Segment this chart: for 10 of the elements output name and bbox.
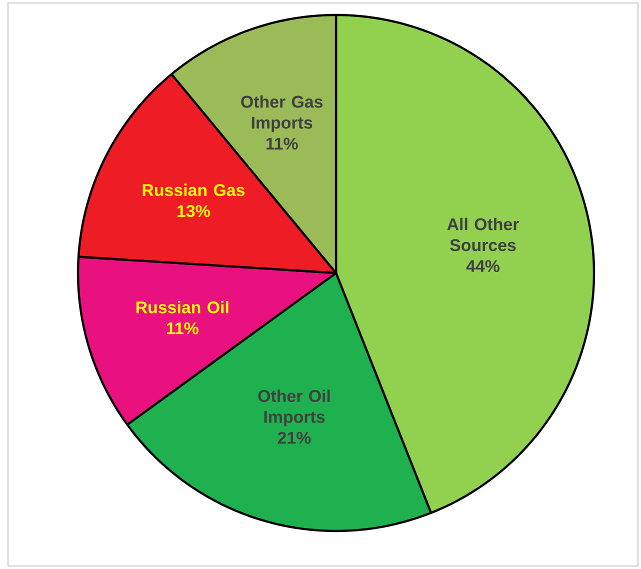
slice-label: Other Gas Imports bbox=[241, 95, 323, 132]
data-label: 11% bbox=[266, 138, 298, 150]
slice-label: Russian Gas bbox=[142, 184, 245, 196]
data-label: 11% bbox=[166, 322, 198, 334]
data-label: 13% bbox=[178, 205, 210, 218]
slice-label: All Other Sources bbox=[447, 218, 519, 252]
data-label: 44% bbox=[466, 260, 500, 272]
data-label: 21% bbox=[278, 432, 311, 444]
slice-label: Russian Oil bbox=[136, 300, 228, 314]
slice-label: Other Oil Imports bbox=[258, 390, 330, 426]
